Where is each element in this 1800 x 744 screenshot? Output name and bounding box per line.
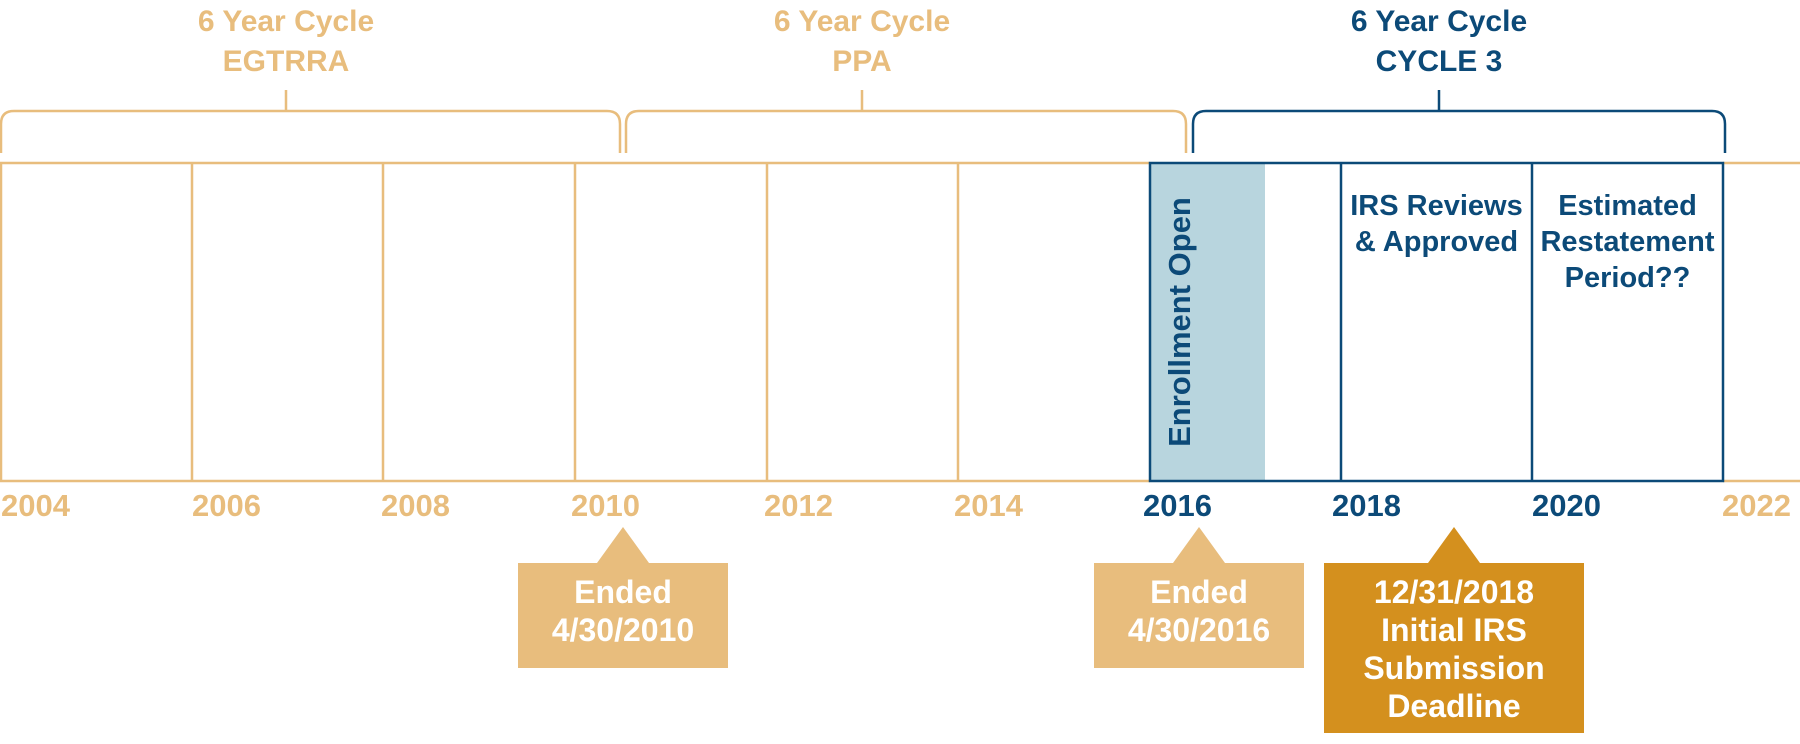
cycle-title-line1: 6 Year Cycle: [1350, 5, 1528, 38]
callout-pointer: [1428, 527, 1480, 563]
cycle-title-line2: PPA: [832, 45, 892, 78]
cycle-title-line2: EGTRRA: [222, 45, 350, 78]
cycle-title-line1: 6 Year Cycle: [197, 5, 375, 38]
cycle-title-line1: 6 Year Cycle: [773, 5, 951, 38]
callout-line2: 4/30/2010: [551, 612, 695, 648]
callout-line3: Submission: [1363, 650, 1545, 686]
bracket-cycle3: [1191, 90, 1727, 153]
enrollment-shading: [1150, 163, 1265, 481]
timeline-grid-past: [0, 161, 1800, 483]
year-label-2008: 2008: [381, 488, 450, 523]
year-label-2004: 2004: [1, 488, 70, 523]
restatement-label: Estimated Restatement Period??: [1532, 188, 1723, 296]
cycle-title-ppa: 6 Year Cycle PPA: [642, 2, 1082, 82]
irs-reviews-line1: IRS Reviews: [1350, 190, 1523, 222]
year-label-2022: 2022: [1722, 488, 1791, 523]
restatement-line3: Period??: [1564, 262, 1691, 294]
restatement-line1: Estimated: [1558, 190, 1697, 222]
restatement-line2: Restatement: [1540, 226, 1715, 258]
callout-line2: Initial IRS: [1381, 612, 1527, 648]
year-label-2006: 2006: [192, 488, 261, 523]
irs-reviews-label: IRS Reviews & Approved: [1341, 188, 1532, 260]
callout-ended-2010: Ended 4/30/2010: [518, 527, 728, 668]
year-label-2010: 2010: [571, 488, 640, 523]
callout-line2: 4/30/2016: [1127, 612, 1271, 648]
cycle-title-cycle3: 6 Year Cycle CYCLE 3: [1219, 2, 1659, 82]
year-label-2020: 2020: [1532, 488, 1601, 523]
year-label-2018: 2018: [1332, 488, 1401, 523]
bracket-egtrra: [0, 90, 622, 153]
bracket-ppa: [624, 90, 1188, 153]
enrollment-open-label: Enrollment Open: [1162, 197, 1197, 447]
timeline-grid-current: [1148, 161, 1725, 483]
callout-line4: Deadline: [1387, 688, 1521, 724]
callout-line1: Ended: [1150, 574, 1248, 610]
callout-pointer: [597, 527, 649, 563]
callout-pointer: [1173, 527, 1225, 563]
irs-reviews-line2: & Approved: [1354, 226, 1519, 258]
callout-irs-deadline: 12/31/2018 Initial IRS Submission Deadli…: [1324, 527, 1584, 733]
cycle-title-egtrra: 6 Year Cycle EGTRRA: [66, 2, 506, 82]
year-label-2012: 2012: [764, 488, 833, 523]
callout-line1: 12/31/2018: [1373, 574, 1535, 610]
callout-ended-2016: Ended 4/30/2016: [1094, 527, 1304, 668]
year-label-2016: 2016: [1143, 488, 1212, 523]
callout-line1: Ended: [574, 574, 672, 610]
cycle-title-line2: CYCLE 3: [1375, 45, 1503, 78]
year-label-2014: 2014: [954, 488, 1023, 523]
